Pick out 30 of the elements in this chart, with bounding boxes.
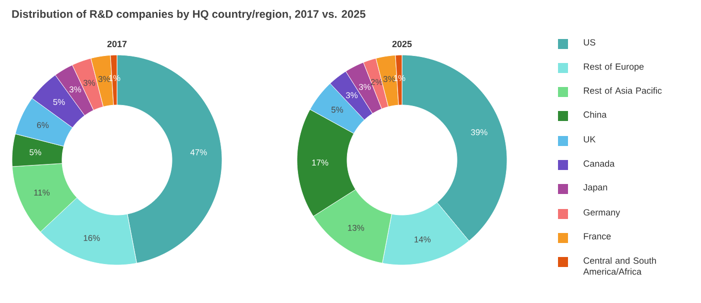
data-label: 5%: [30, 149, 42, 156]
data-label: 3%: [69, 86, 82, 92]
legend-label: UK: [584, 136, 596, 142]
legend-label: Germany: [584, 209, 620, 218]
data-label: 17%: [312, 160, 328, 166]
data-label: 13%: [348, 224, 364, 231]
data-label: 6%: [37, 122, 49, 128]
data-label: 5%: [53, 99, 65, 105]
data-label: 3%: [98, 76, 110, 82]
chart-subtitle: 2025: [392, 40, 412, 48]
legend-label: Canada: [584, 160, 615, 167]
chart-subtitle: 2017: [107, 40, 127, 48]
chart-title: Distribution of R&D companies by HQ country/region, 2017 vs. 2025: [12, 10, 366, 20]
data-label: 47%: [190, 149, 207, 156]
legend-label: Central and South America/Africa: [583, 257, 656, 275]
data-label: 39%: [471, 129, 488, 136]
data-label: 11%: [34, 190, 50, 196]
legend-label: Rest of Asia Pacific: [584, 87, 662, 94]
legend-label: Japan: [583, 184, 608, 192]
data-label: 3%: [83, 80, 96, 86]
data-label: 5%: [331, 106, 344, 113]
data-label: 16%: [84, 235, 100, 241]
legend-label: US: [584, 39, 596, 46]
data-label: 3%: [346, 92, 358, 98]
data-label: 3%: [358, 84, 371, 90]
data-label: 14%: [414, 236, 431, 242]
legend-label: France: [584, 233, 611, 240]
legend-label: Rest of Europe: [584, 63, 644, 72]
data-label: 3%: [383, 76, 396, 82]
legend-label: China: [584, 111, 607, 118]
